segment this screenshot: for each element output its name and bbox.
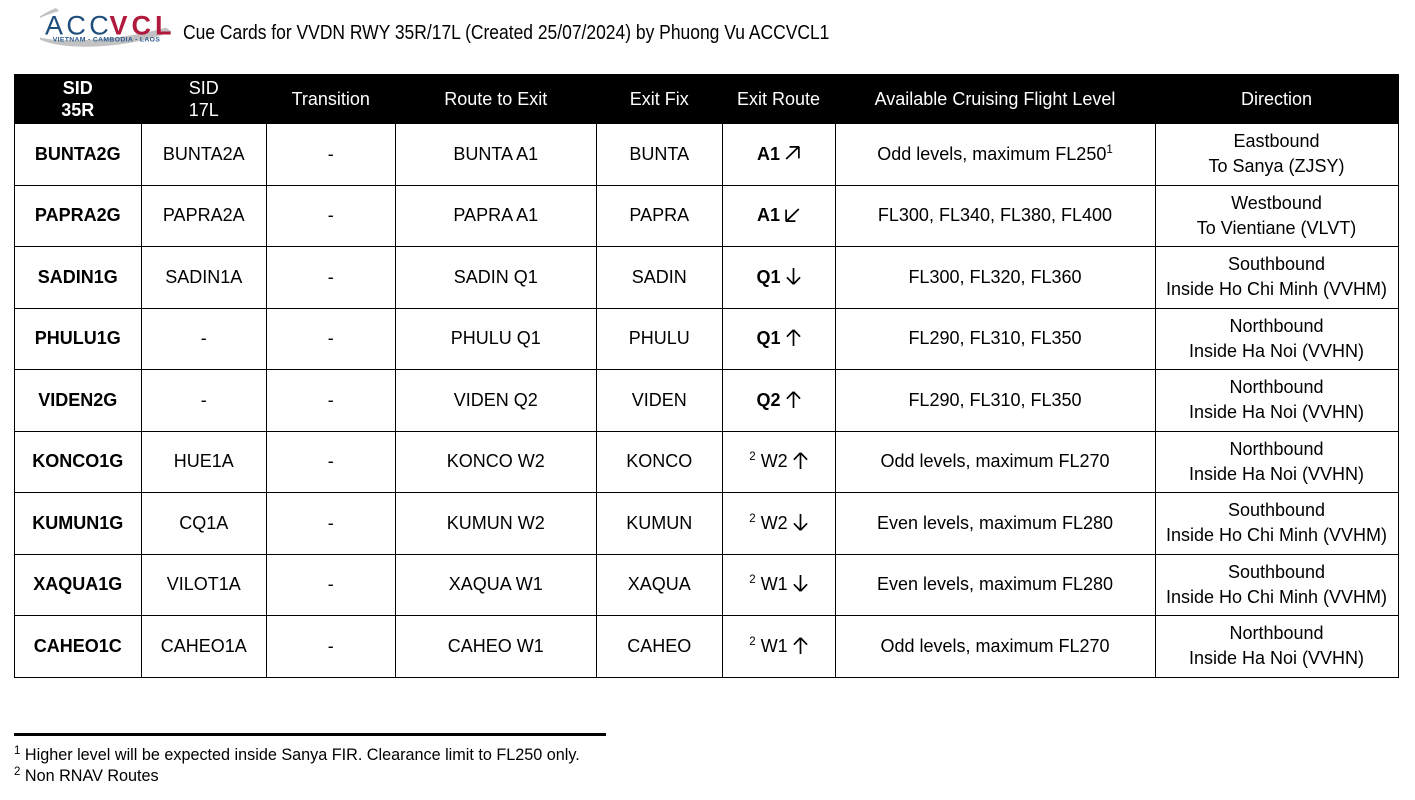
svg-text:ACC: ACC [45, 10, 112, 40]
svg-text:VIETNAM - CAMBODIA - LAOS: VIETNAM - CAMBODIA - LAOS [53, 36, 161, 43]
svg-text:VCL: VCL [110, 10, 176, 40]
